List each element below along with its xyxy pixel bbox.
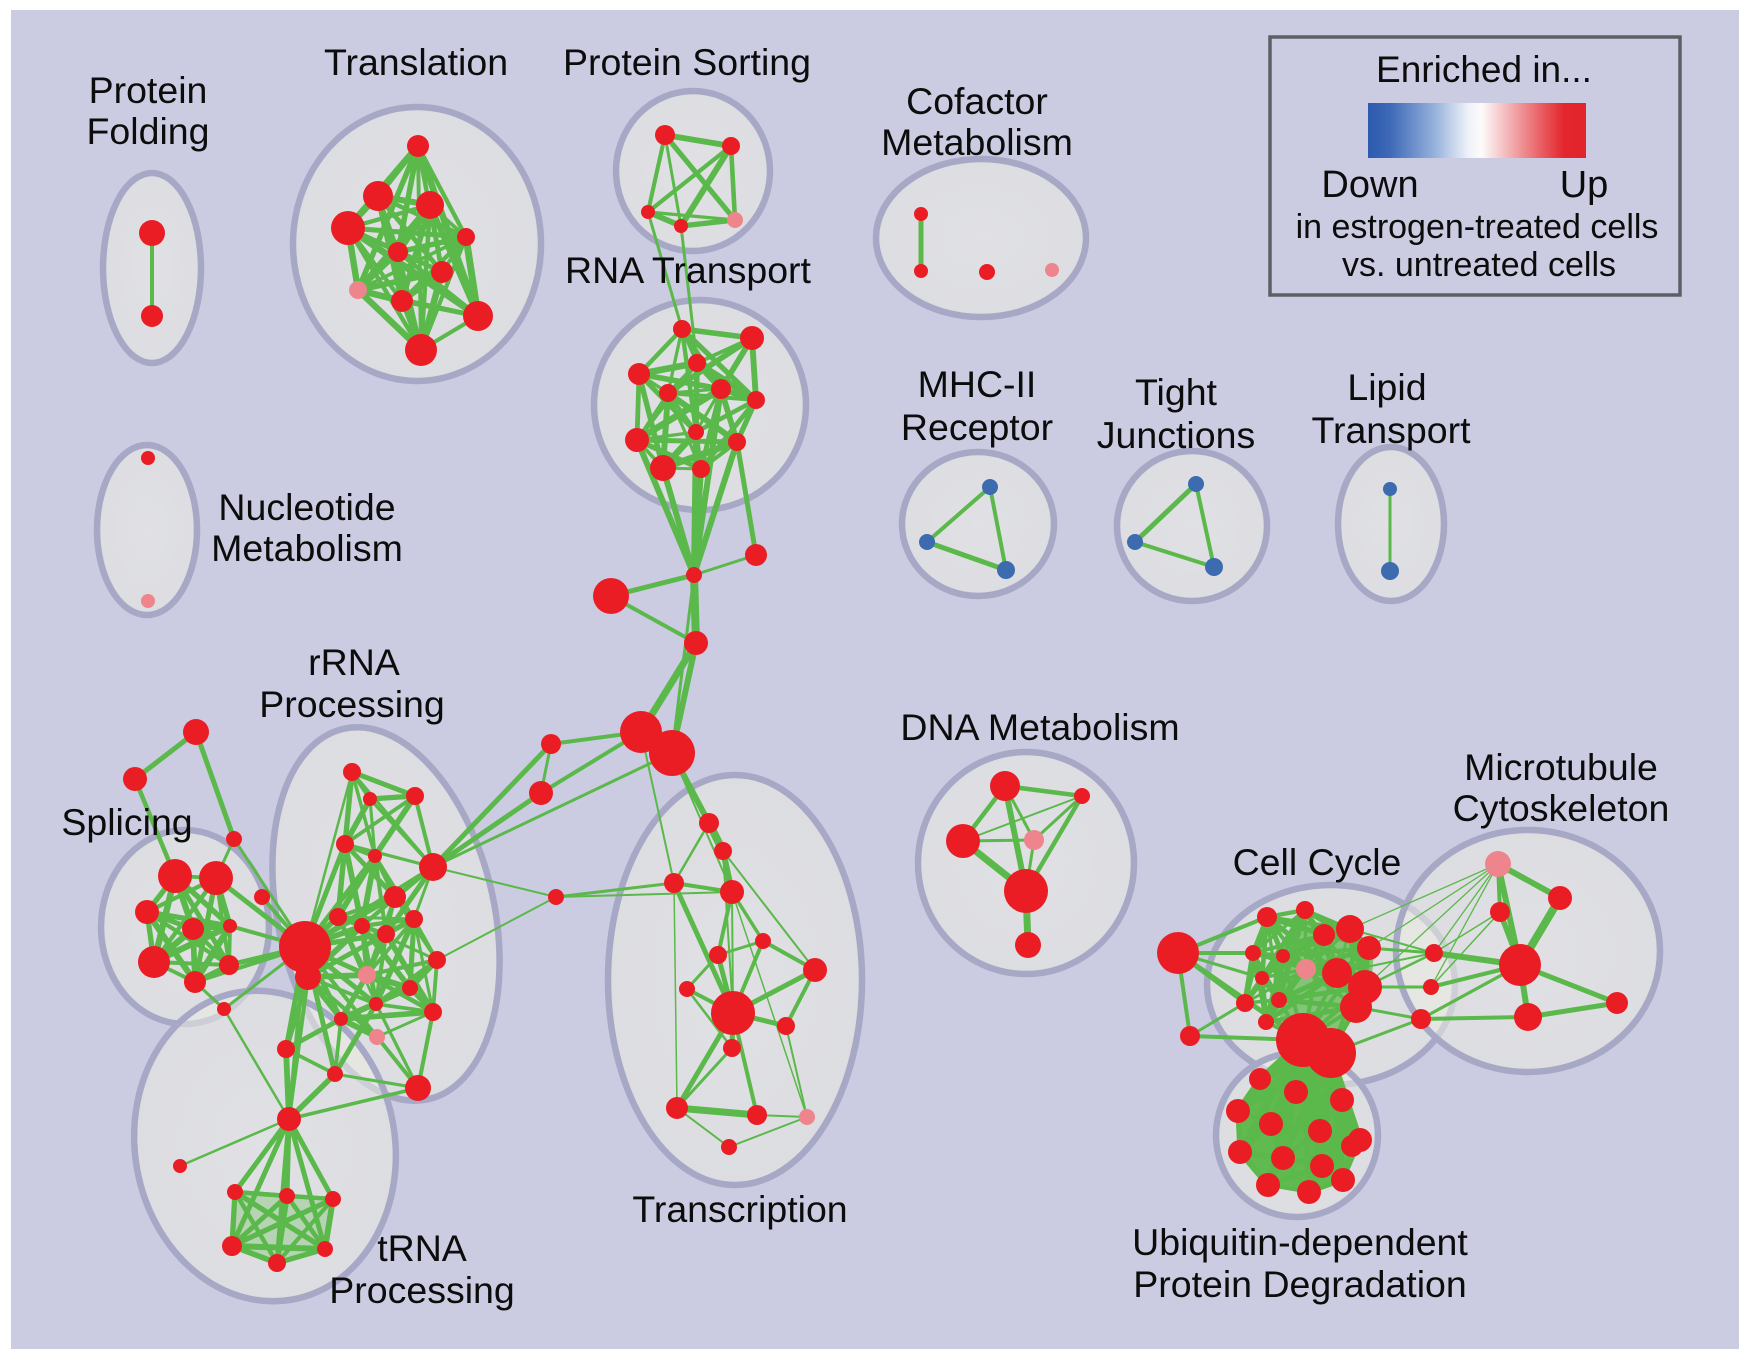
svg-text:Folding: Folding [87,110,210,152]
svg-text:Protein Degradation: Protein Degradation [1133,1263,1467,1305]
svg-text:Transport: Transport [1311,409,1471,451]
svg-text:Receptor: Receptor [901,406,1053,448]
svg-text:Splicing: Splicing [61,801,192,843]
svg-text:in estrogen-treated cells: in estrogen-treated cells [1296,208,1659,246]
svg-text:Lipid: Lipid [1347,366,1426,408]
svg-text:vs. untreated cells: vs. untreated cells [1342,246,1616,284]
svg-text:Processing: Processing [259,683,445,725]
svg-text:Junctions: Junctions [1097,414,1255,456]
svg-text:Tight: Tight [1135,371,1218,413]
svg-text:Nucleotide: Nucleotide [218,486,395,528]
svg-text:Transcription: Transcription [632,1188,847,1230]
svg-text:Ubiquitin-dependent: Ubiquitin-dependent [1132,1221,1468,1263]
svg-text:Protein Sorting: Protein Sorting [563,41,811,83]
svg-text:Down: Down [1321,164,1418,206]
svg-text:Enriched in...: Enriched in... [1376,49,1592,90]
svg-text:Microtubule: Microtubule [1464,746,1658,788]
svg-text:rRNA: rRNA [308,641,400,683]
svg-text:Cofactor: Cofactor [906,80,1048,122]
svg-text:Translation: Translation [324,41,508,83]
svg-text:DNA Metabolism: DNA Metabolism [900,706,1179,748]
svg-text:RNA Transport: RNA Transport [565,249,812,291]
svg-text:tRNA: tRNA [377,1227,467,1269]
svg-text:Up: Up [1560,164,1609,206]
svg-text:Protein: Protein [89,69,208,111]
svg-text:Metabolism: Metabolism [211,527,403,569]
svg-text:MHC-II: MHC-II [918,363,1037,405]
svg-text:Cytoskeleton: Cytoskeleton [1453,787,1670,829]
svg-text:Cell Cycle: Cell Cycle [1233,841,1402,883]
svg-text:Metabolism: Metabolism [881,121,1073,163]
svg-text:Processing: Processing [329,1269,515,1311]
